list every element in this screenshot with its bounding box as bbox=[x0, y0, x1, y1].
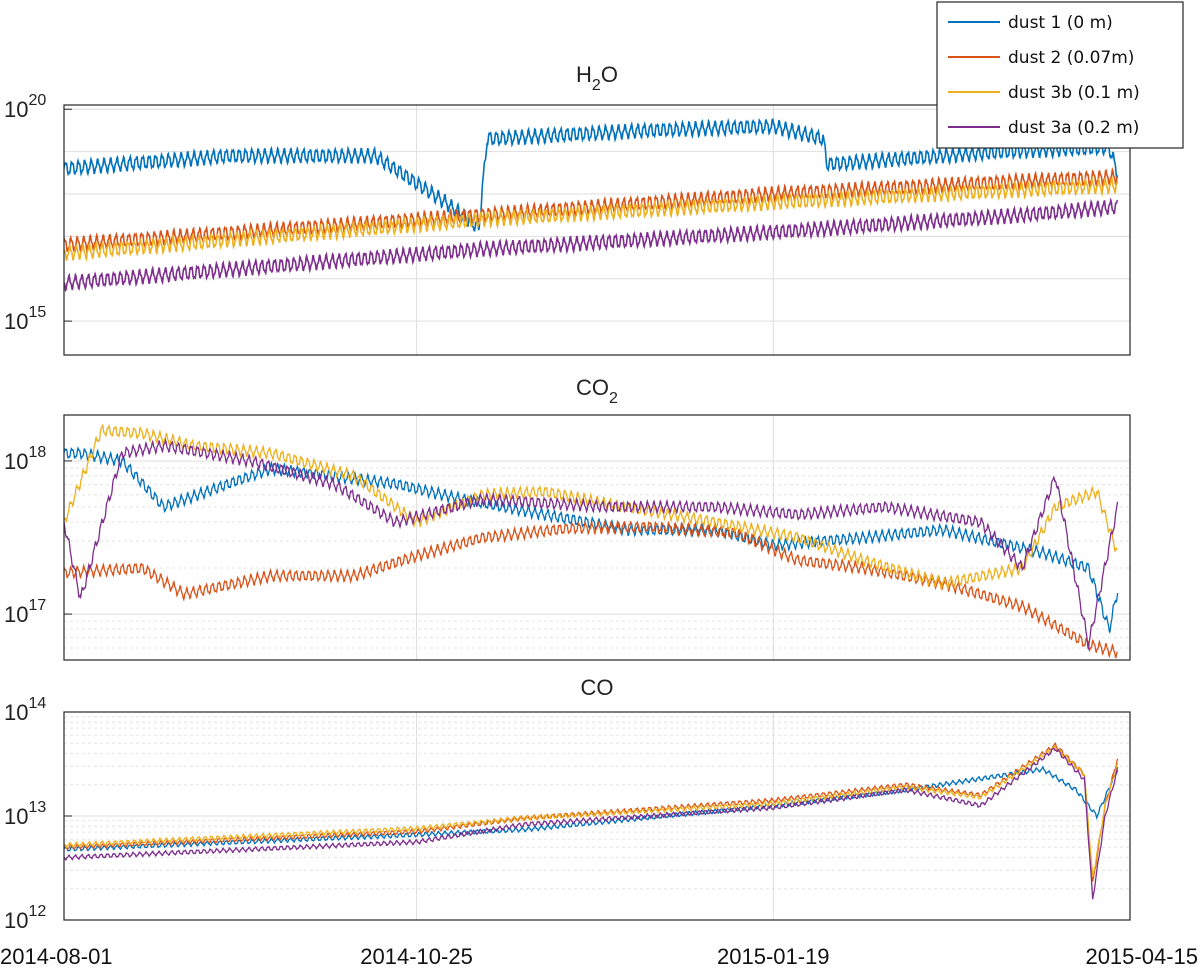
x-axis: 2014-08-01 2014-10-25 2015-01-19 2015-04-15 bbox=[0, 944, 1198, 969]
axes-box bbox=[63, 414, 1131, 661]
legend-dust3b-label: dust 3b (0.1 m) bbox=[1008, 83, 1140, 103]
x-tick-label: 2014-10-25 bbox=[360, 944, 473, 969]
series-dust3a-line bbox=[64, 437, 1119, 651]
y-tick-label: 1018 bbox=[4, 444, 46, 474]
panel-co2: 1017 1018 CO2 bbox=[4, 375, 1131, 661]
series-dust3a-line bbox=[64, 197, 1119, 293]
legend-dust1-label: dust 1 (0 m) bbox=[1008, 13, 1113, 33]
series-dust3b-line bbox=[64, 745, 1119, 878]
y-tick-label: 1012 bbox=[4, 903, 46, 933]
y-tick-label: 1020 bbox=[4, 92, 46, 122]
panel-h2o: 1015 1020 H2O bbox=[4, 62, 1131, 356]
y-tick-label: 1014 bbox=[4, 695, 46, 725]
series-dust3b-line bbox=[64, 423, 1118, 591]
series-dust2-line bbox=[64, 166, 1119, 254]
grid bbox=[63, 711, 1131, 921]
panel-title: CO2 bbox=[576, 375, 618, 407]
legend-dust2-label: dust 2 (0.07m) bbox=[1008, 48, 1134, 68]
series-dust2-line bbox=[64, 519, 1118, 659]
panel-title: H2O bbox=[576, 62, 618, 94]
panel-title: CO bbox=[581, 675, 614, 700]
y-tick-label: 1015 bbox=[4, 304, 46, 334]
x-tick-label: 2015-01-19 bbox=[717, 944, 830, 969]
x-tick-label: 2015-04-15 bbox=[1085, 944, 1198, 969]
series-dust1-line bbox=[64, 117, 1119, 232]
y-tick-label: 1017 bbox=[4, 597, 46, 627]
series-dust1-line bbox=[64, 765, 1119, 852]
x-tick-label: 2014-08-01 bbox=[0, 944, 113, 969]
series-dust3b-line bbox=[64, 175, 1119, 263]
y-tick-label: 1013 bbox=[4, 799, 46, 829]
legend: dust 1 (0 m) dust 2 (0.07m) dust 3b (0.1 m… bbox=[936, 1, 1184, 149]
panel-co: 1012 1013 1014 CO bbox=[4, 675, 1131, 933]
axes-box bbox=[63, 104, 1131, 356]
legend-dust3a-label: dust 3a (0.2 m) bbox=[1008, 118, 1139, 138]
series-dust3a-line bbox=[64, 747, 1119, 900]
